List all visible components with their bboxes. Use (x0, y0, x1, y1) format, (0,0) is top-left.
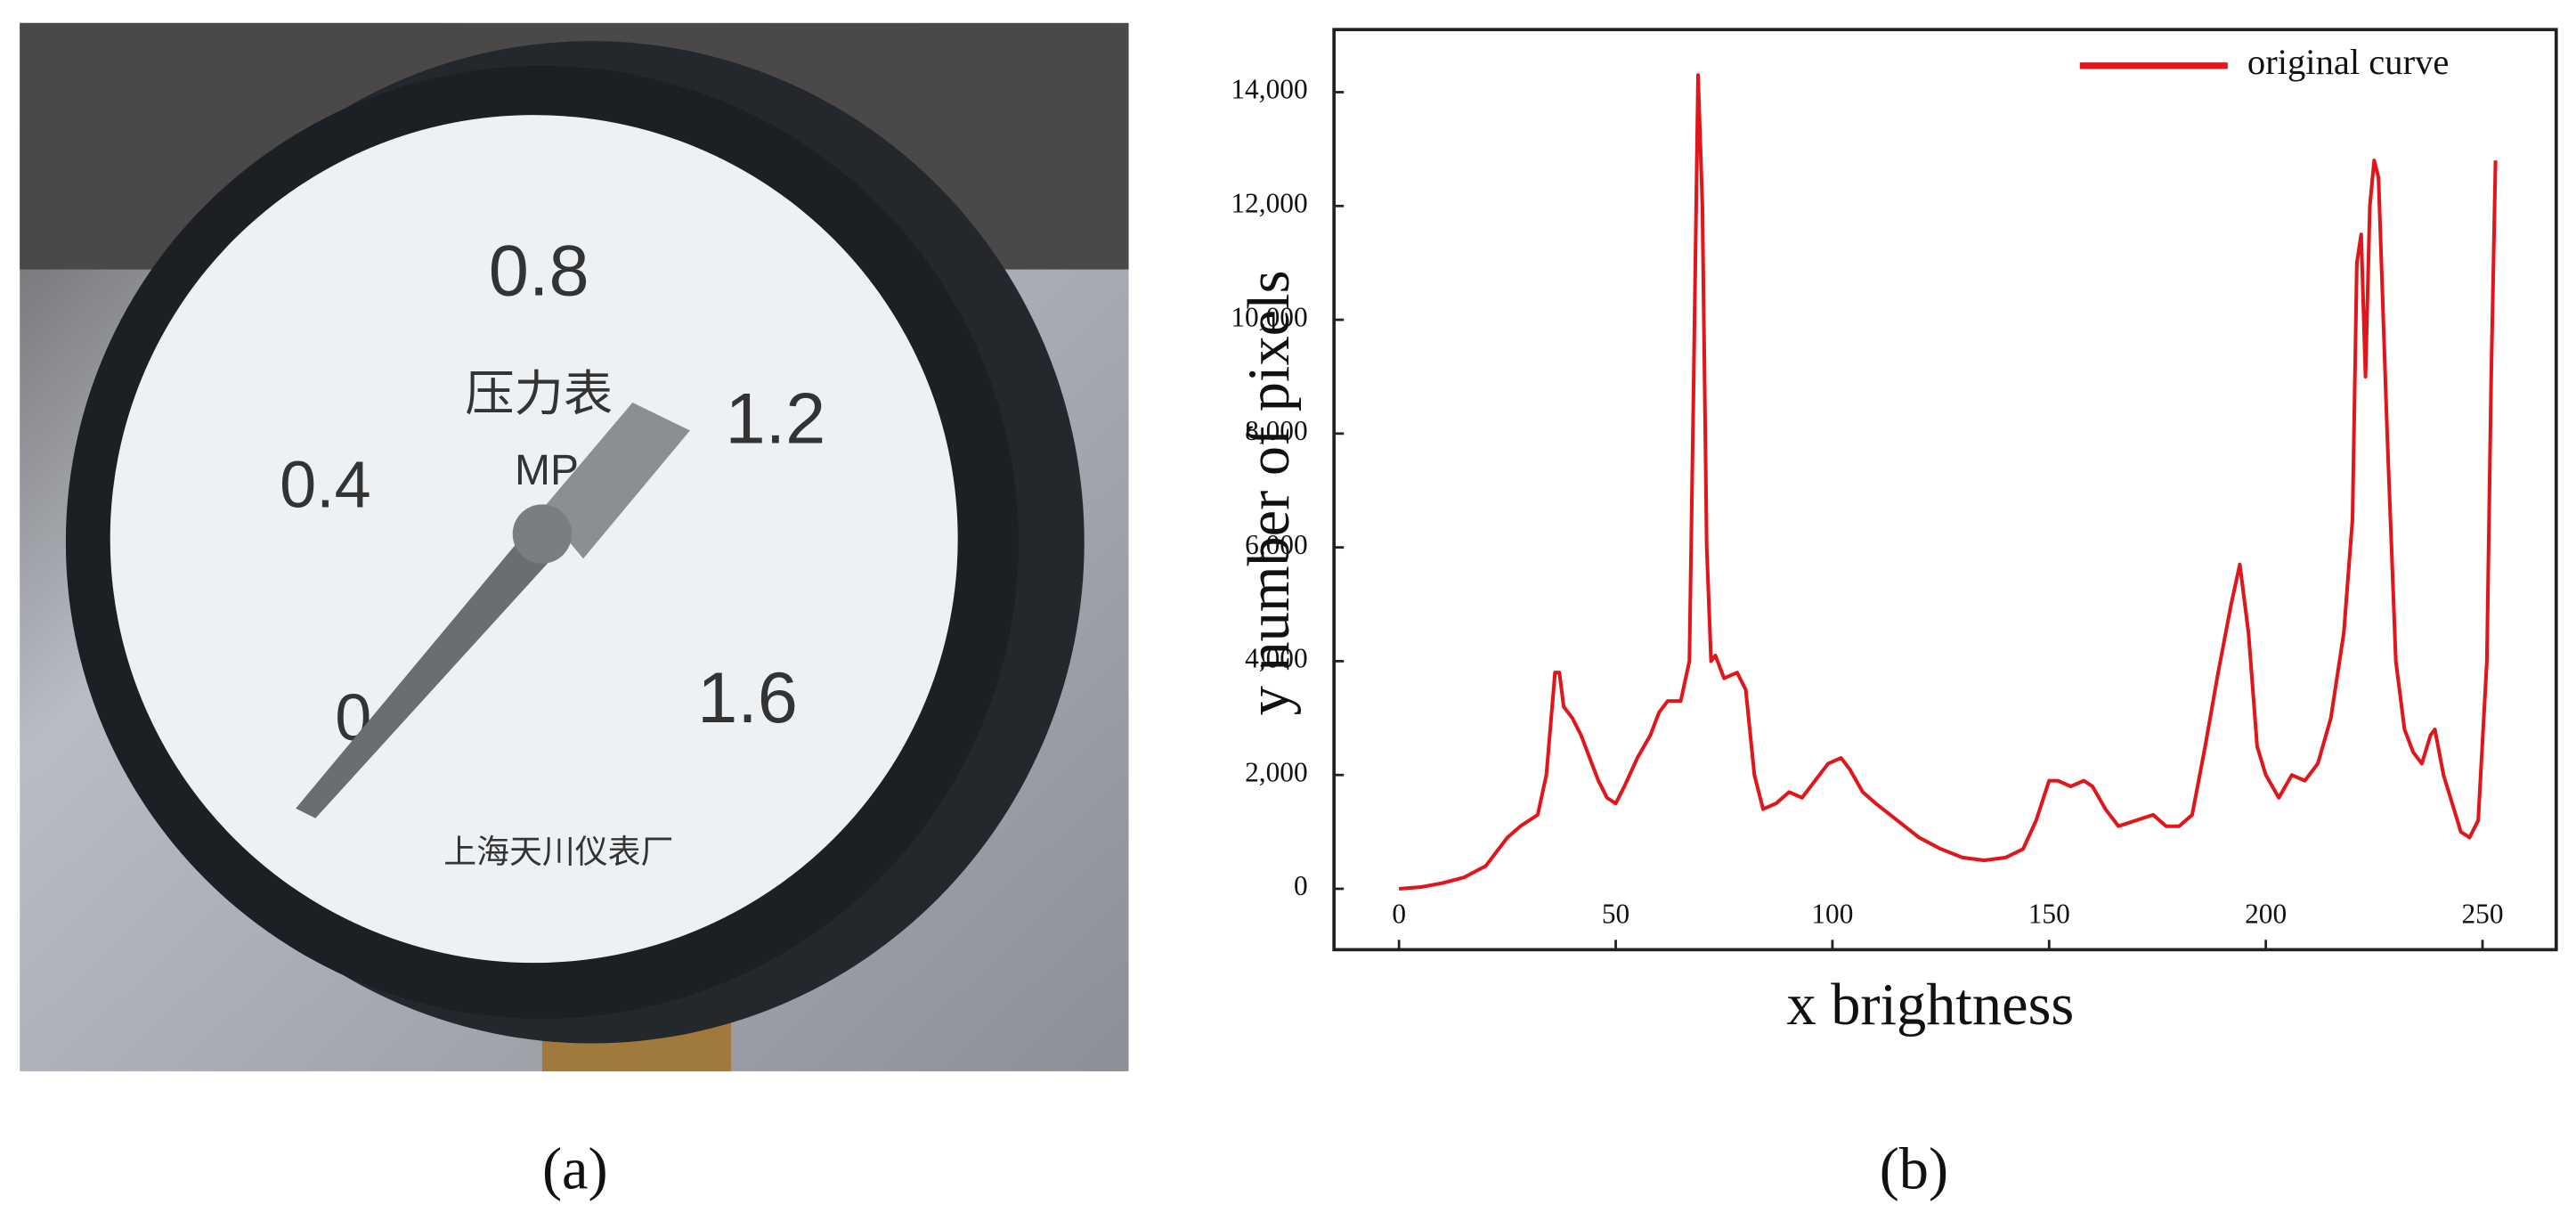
legend-label: original curve (2247, 42, 2449, 82)
needle-tail (541, 403, 690, 559)
x-tick-label: 0 (1392, 899, 1406, 930)
x-tick-label: 50 (1602, 899, 1629, 930)
panel-label: (a) (542, 1136, 608, 1201)
x-tick-label: 150 (2028, 899, 2070, 930)
y-tick-label: 8,000 (1245, 415, 1308, 446)
dial-label: 0.8 (489, 231, 589, 311)
x-tick-label: 250 (2462, 899, 2504, 930)
data-line (1399, 73, 2498, 891)
gauge-photo: 0 0.4 0.8 1.2 1.6 压力表 MPa 上海天川仪表厂 (20, 22, 1129, 1071)
y-axis-label: y number of pixels (1237, 271, 1302, 716)
gauge-name: 压力表 (465, 366, 613, 421)
x-tick-label: 200 (2245, 899, 2287, 930)
plot-frame (1332, 28, 2558, 952)
needle (296, 522, 567, 818)
panel-label: (b) (1880, 1136, 1948, 1201)
x-axis-label: x brightness (1786, 973, 2074, 1038)
gauge-maker: 上海天川仪表厂 (443, 834, 673, 870)
y-tick-label: 6,000 (1245, 529, 1308, 560)
y-tick-label: 0 (1294, 870, 1308, 901)
y-tick-label: 2,000 (1245, 756, 1308, 787)
dial-label: 0.4 (280, 447, 371, 521)
dial-label: 1.2 (725, 378, 825, 459)
y-tick-label: 14,000 (1231, 74, 1307, 105)
y-tick-label: 10,000 (1231, 301, 1307, 332)
dial-label: 1.6 (697, 658, 798, 738)
y-tick-label: 12,000 (1231, 187, 1307, 218)
needle-hub (512, 504, 573, 564)
x-tick-label: 100 (1811, 899, 1853, 930)
y-tick-label: 4,000 (1245, 643, 1308, 674)
